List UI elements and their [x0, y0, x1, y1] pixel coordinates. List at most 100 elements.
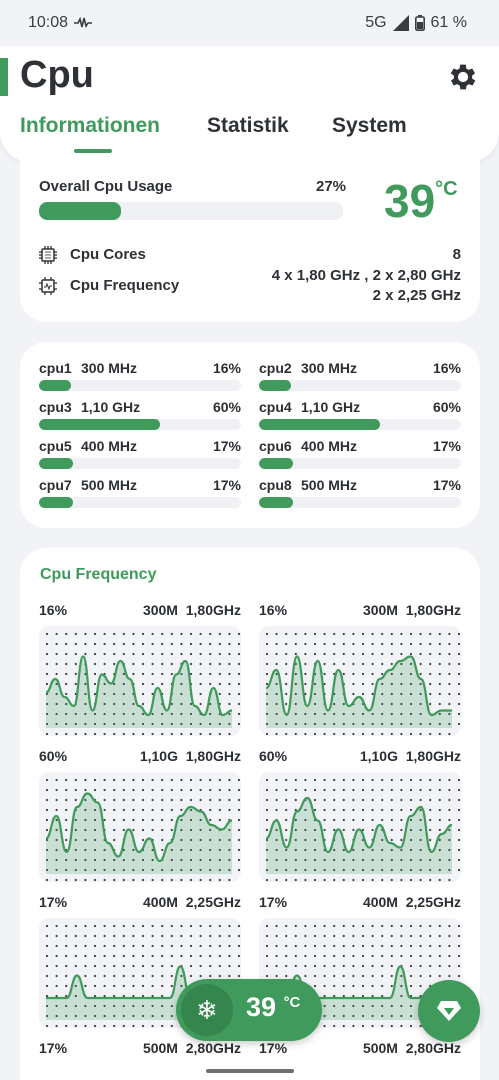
core-name: cpu8 — [259, 477, 292, 493]
frequency-chip-icon — [39, 277, 57, 295]
frequency-graph-header: 17% 400M 2,25GHz — [39, 894, 241, 914]
core-bar — [39, 497, 241, 508]
gear-icon[interactable] — [446, 60, 480, 94]
graph-line — [45, 792, 233, 863]
core-item: cpu3 1,10 GHz 60% — [39, 399, 241, 435]
graph-frequency: 400M 2,25GHz — [142, 894, 241, 910]
frequency-graph-header: 17% 500M 2,80GHz — [39, 1040, 241, 1060]
core-percent: 16% — [432, 360, 461, 376]
core-bar-fill — [39, 458, 74, 469]
frequency-graph — [259, 626, 461, 736]
frequency-graph-header: 17% 500M 2,80GHz — [259, 1040, 461, 1060]
core-percent: 60% — [432, 399, 461, 415]
core-name: cpu1 — [39, 360, 72, 376]
graph-area — [46, 793, 232, 874]
core-bar — [259, 458, 461, 469]
core-item: cpu1 300 MHz 16% — [39, 360, 241, 396]
core-bar — [39, 380, 241, 391]
graph-percent: 17% — [259, 894, 288, 910]
core-bar-fill — [259, 380, 292, 391]
cores-label: Cpu Cores — [70, 246, 146, 263]
page-title: Cpu — [20, 54, 94, 96]
graph-frequency: 1,10G 1,80GHz — [359, 748, 461, 764]
app-header: Cpu Informationen Statistik System — [0, 46, 499, 162]
core-frequency: 1,10 GHz — [81, 399, 141, 415]
core-bar — [259, 419, 461, 430]
frequency-graph-header: 60% 1,10G 1,80GHz — [259, 748, 461, 768]
snowflake-icon: ❄ — [181, 984, 233, 1036]
tab-informationen[interactable]: Informationen — [20, 114, 160, 137]
frequency-graph-header: 16% 300M 1,80GHz — [39, 602, 241, 622]
core-name: cpu6 — [259, 438, 292, 454]
core-percent: 16% — [212, 360, 241, 376]
premium-fab[interactable] — [418, 980, 480, 1042]
cores-value: 8 — [452, 246, 461, 263]
frequency-graph-header: 60% 1,10G 1,80GHz — [39, 748, 241, 768]
core-frequency: 400 MHz — [81, 438, 138, 454]
graph-area — [46, 656, 232, 728]
core-item: cpu4 1,10 GHz 60% — [259, 399, 461, 435]
core-frequency: 400 MHz — [301, 438, 358, 454]
graph-percent: 17% — [259, 1040, 288, 1056]
core-frequency: 300 MHz — [81, 360, 138, 376]
graph-percent: 17% — [39, 894, 68, 910]
graph-frequency: 500M 2,80GHz — [362, 1040, 461, 1056]
core-bar — [39, 458, 241, 469]
battery-icon — [414, 15, 425, 31]
graph-line — [265, 796, 453, 854]
graph-frequency: 400M 2,25GHz — [362, 894, 461, 910]
fab-temperature: 39 °C — [246, 992, 301, 1022]
core-percent: 17% — [212, 438, 241, 454]
core-name: cpu5 — [39, 438, 72, 454]
graph-percent: 16% — [259, 602, 288, 618]
frequency-graph — [259, 772, 461, 882]
core-item: cpu6 400 MHz 17% — [259, 438, 461, 474]
network-type: 5G — [365, 14, 387, 31]
graph-frequency: 1,10G 1,80GHz — [139, 748, 241, 764]
core-item: cpu2 300 MHz 16% — [259, 360, 461, 396]
core-bar — [39, 419, 241, 430]
frequency-line-2: 2 x 2,25 GHz — [372, 287, 461, 304]
frequency-graph-header: 16% 300M 1,80GHz — [259, 602, 461, 622]
tab-bar: Informationen Statistik System — [0, 110, 499, 154]
graph-frequency: 300M 1,80GHz — [142, 602, 241, 618]
graph-line — [45, 655, 233, 717]
frequency-section-title: Cpu Frequency — [40, 566, 157, 583]
temperature-fab[interactable]: ❄ 39 °C — [176, 979, 322, 1041]
cpu-cores-card: cpu1 300 MHz 16% cpu2 300 MHz 16% cpu3 1,10 GHz… — [20, 342, 480, 528]
core-frequency: 500 MHz — [81, 477, 138, 493]
core-percent: 60% — [212, 399, 241, 415]
tab-indicator — [74, 149, 112, 153]
activity-icon — [74, 17, 93, 28]
frequency-line-1: 4 x 1,80 GHz , 2 x 2,80 GHz — [271, 267, 461, 284]
core-percent: 17% — [432, 438, 461, 454]
core-frequency: 500 MHz — [301, 477, 358, 493]
usage-bar — [39, 202, 343, 220]
core-bar-fill — [259, 419, 381, 430]
tab-system[interactable]: System — [332, 114, 407, 137]
title-accent-bar — [0, 58, 8, 96]
core-bar-fill — [39, 497, 74, 508]
diamond-icon — [437, 1001, 461, 1021]
frequency-graph — [39, 772, 241, 882]
status-bar: 10:08 5G 61 % — [0, 0, 499, 46]
core-bar — [259, 497, 461, 508]
core-name: cpu3 — [39, 399, 72, 415]
core-bar-fill — [259, 497, 294, 508]
core-bar-fill — [39, 380, 72, 391]
core-bar-fill — [259, 458, 294, 469]
graph-frequency: 300M 1,80GHz — [362, 602, 461, 618]
core-item: cpu8 500 MHz 17% — [259, 477, 461, 513]
graph-percent: 17% — [39, 1040, 68, 1056]
frequency-graph — [39, 626, 241, 736]
core-bar-fill — [39, 419, 161, 430]
frequency-label: Cpu Frequency — [70, 277, 180, 294]
graph-area — [266, 798, 452, 874]
cpu-temperature: 39°C — [384, 175, 458, 227]
battery-level: 61 % — [430, 14, 467, 31]
usage-bar-fill — [39, 202, 122, 220]
home-indicator[interactable] — [206, 1069, 294, 1073]
core-name: cpu2 — [259, 360, 292, 376]
tab-statistik[interactable]: Statistik — [207, 114, 289, 137]
core-name: cpu7 — [39, 477, 72, 493]
